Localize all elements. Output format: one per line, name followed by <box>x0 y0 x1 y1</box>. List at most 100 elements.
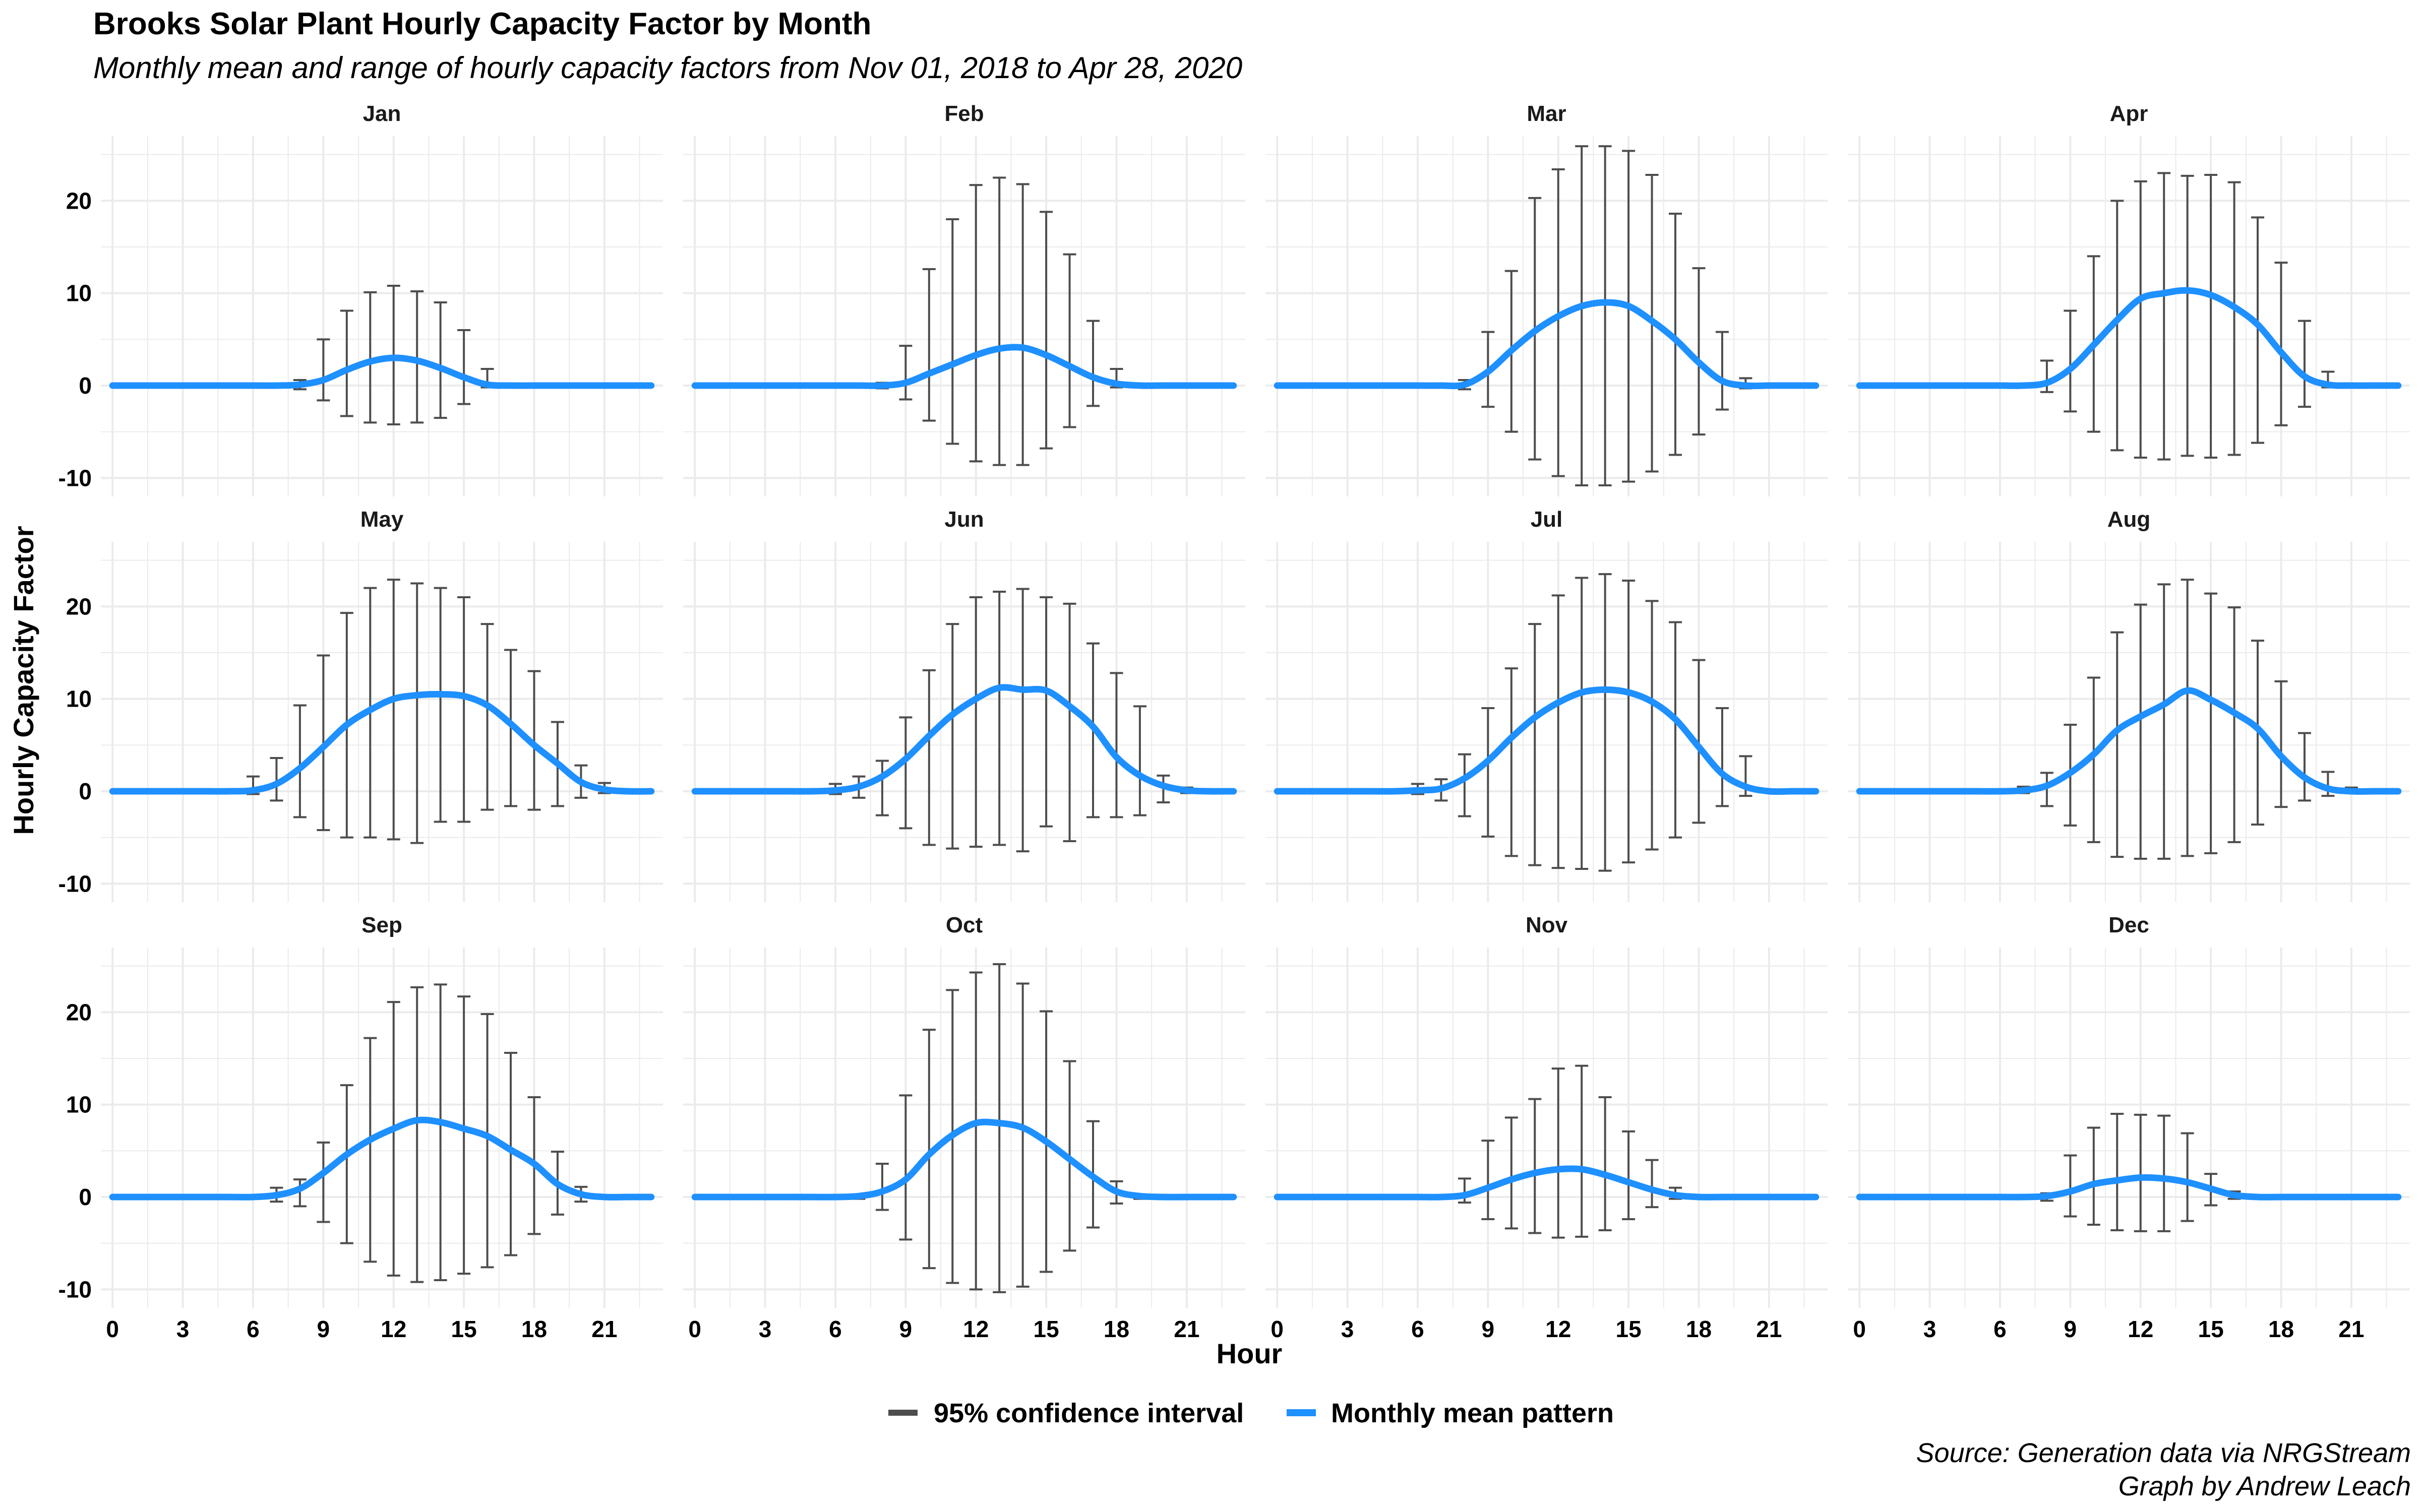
x-tick-label: 6 <box>1993 1316 2007 1342</box>
x-tick-label: 12 <box>381 1316 406 1342</box>
error-bar <box>340 1084 353 1244</box>
error-bar <box>1016 588 1030 853</box>
chart-title: Brooks Solar Plant Hourly Capacity Facto… <box>93 7 872 41</box>
error-bar <box>504 1052 518 1256</box>
error-bar <box>1551 594 1565 869</box>
error-bar <box>1458 1177 1471 1204</box>
error-bar <box>2297 732 2311 802</box>
mean-line-aug <box>1856 687 2402 795</box>
error-bar <box>969 184 983 463</box>
error-bar <box>387 1001 400 1277</box>
x-tick-label: 18 <box>521 1316 547 1342</box>
error-bar <box>2040 772 2053 807</box>
mean-line-jun <box>691 684 1237 795</box>
error-bar <box>1528 623 1542 866</box>
panel-title-may: May <box>360 507 404 532</box>
y-tick-label: 0 <box>79 1184 92 1210</box>
error-bar <box>2134 1113 2147 1232</box>
caption-author: Graph by Andrew Leach <box>2118 1471 2411 1501</box>
y-tick-label: -10 <box>58 1276 92 1302</box>
mean-line-nov <box>1274 1165 1820 1201</box>
error-bar <box>1669 621 1682 839</box>
x-tick-label: 12 <box>1545 1316 1571 1342</box>
error-bar <box>2204 592 2218 854</box>
mean-line-mar <box>1274 299 1820 390</box>
error-bar <box>457 995 471 1275</box>
y-tick-label: 20 <box>66 593 92 619</box>
panel-title-jun: Jun <box>944 507 984 532</box>
error-bar <box>2087 676 2100 843</box>
panel-dec: Dec 0 3 6 9 12 15 18 21 <box>1848 913 2410 1342</box>
mean-line-apr <box>1856 287 2402 389</box>
panel-title-nov: Nov <box>1526 913 1568 937</box>
error-bar <box>2204 174 2218 459</box>
y-tick-label: 10 <box>66 280 92 306</box>
error-bar <box>1622 580 1636 864</box>
y-tick-label: 20 <box>66 999 92 1025</box>
panel-title-jul: Jul <box>1531 507 1563 532</box>
error-bar <box>480 1013 494 1269</box>
error-bar <box>946 218 959 445</box>
error-bar <box>922 268 936 422</box>
error-bar <box>1481 1140 1495 1220</box>
error-bar <box>1622 150 1636 483</box>
error-bar <box>2274 680 2288 808</box>
error-bar <box>340 309 353 417</box>
mean-line-oct <box>691 1118 1237 1201</box>
error-bar <box>993 963 1006 1293</box>
error-bar <box>293 704 307 818</box>
x-tick-label: 3 <box>176 1316 190 1342</box>
error-bar <box>1016 183 1030 466</box>
error-bar <box>1598 573 1612 872</box>
y-tick-label: 10 <box>66 1092 92 1118</box>
mean-line-jan <box>109 354 655 389</box>
error-bar <box>2134 603 2147 860</box>
panel-oct: Oct 0 3 6 9 12 15 18 21 <box>683 913 1245 1342</box>
caption: Source: Generation data via NRGStream Gr… <box>1916 1436 2411 1503</box>
panel-title-aug: Aug <box>2107 507 2151 532</box>
error-bar <box>1481 707 1495 838</box>
panel-title-apr: Apr <box>2110 101 2148 126</box>
panel-nov: Nov 0 3 6 9 12 15 18 21 <box>1265 913 1828 1342</box>
x-tick-label: 3 <box>1341 1316 1354 1342</box>
y-tick-label: 20 <box>66 187 92 214</box>
error-bar <box>1715 707 1729 807</box>
error-bar <box>969 596 983 848</box>
error-bar <box>2157 583 2171 860</box>
legend: 95% confidence interval Monthly mean pat… <box>888 1398 1614 1428</box>
error-bar <box>1551 1067 1565 1239</box>
error-bar <box>2110 1113 2124 1231</box>
x-tick-label: 21 <box>591 1316 617 1342</box>
error-bar <box>364 291 377 424</box>
error-bar <box>1575 145 1589 486</box>
error-bar <box>2110 200 2124 452</box>
panel-aug: Aug <box>1848 507 2410 902</box>
x-tick-label: 21 <box>2338 1316 2364 1342</box>
panel-title-mar: Mar <box>1527 101 1566 126</box>
x-tick-label: 9 <box>899 1316 913 1342</box>
panel-jun: Jun <box>683 507 1245 902</box>
error-bar <box>993 591 1006 846</box>
error-bar <box>875 1163 889 1211</box>
error-bar <box>410 986 424 1283</box>
panel-mar: Mar <box>1265 101 1828 496</box>
chart-subtitle: Monthly mean and range of hourly capacit… <box>93 51 1243 85</box>
error-bar <box>1598 1096 1612 1231</box>
error-bar <box>922 1029 936 1270</box>
error-bar <box>2110 631 2124 858</box>
x-tick-label: 6 <box>829 1316 842 1342</box>
error-bar <box>1575 577 1589 870</box>
error-bar <box>480 623 494 811</box>
error-bar <box>2227 181 2241 456</box>
x-tick-label: 0 <box>688 1316 701 1342</box>
error-bar <box>457 596 471 823</box>
error-bar <box>946 623 959 850</box>
error-bar <box>1040 211 1053 450</box>
x-tick-label: 15 <box>2198 1316 2224 1342</box>
x-tick-label: 15 <box>1034 1316 1059 1342</box>
error-bar <box>2040 359 2053 393</box>
x-tick-label: 9 <box>2064 1316 2077 1342</box>
legend-label-confidence-interval: 95% confidence interval <box>934 1398 1244 1428</box>
y-tick-label: 10 <box>66 686 92 712</box>
error-bar <box>899 716 913 830</box>
